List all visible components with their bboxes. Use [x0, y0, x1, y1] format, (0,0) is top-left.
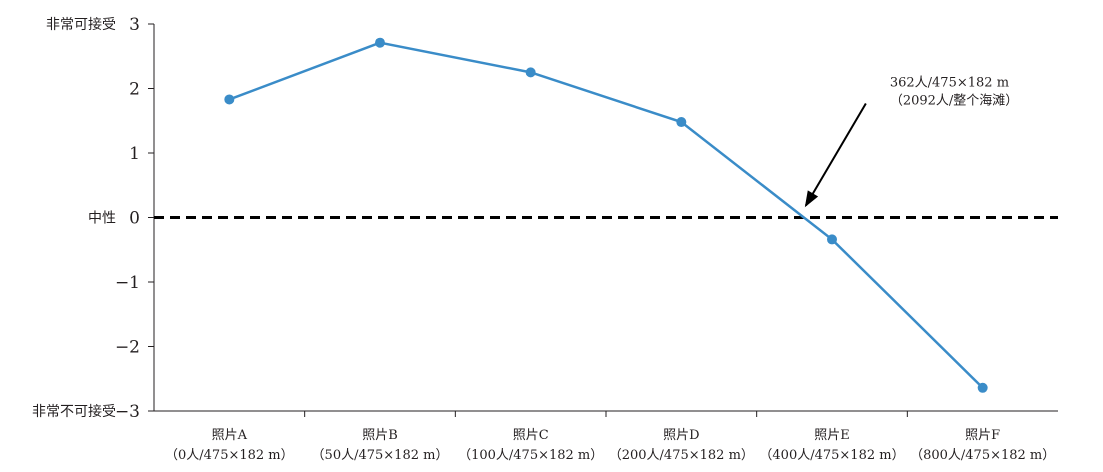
x-axis-ticks: 照片A （0人/475×182 m） 照片B （50人/475×182 m） 照片C （1…	[165, 411, 1055, 463]
y-tick-label: 3	[129, 15, 140, 35]
y-label-very-unacceptable: 非常不可接受	[32, 403, 116, 420]
y-tick-label: 1	[129, 144, 140, 164]
x-category-label: 照片C	[513, 428, 549, 443]
x-category-sublabel: （50人/475×182 m）	[312, 448, 449, 463]
x-category-label: 照片B	[362, 428, 398, 443]
annotation-text-line2: （2092人/整个海滩）	[890, 94, 1018, 109]
x-category-label: 照片D	[663, 428, 699, 443]
y-label-neutral: 中性	[88, 211, 116, 227]
data-points	[224, 37, 988, 393]
series-line	[228, 41, 984, 389]
annotation: 362人/475×182 m （2092人/整个海滩）	[804, 76, 1018, 208]
x-category-label: 照片E	[814, 428, 850, 443]
data-point	[525, 67, 536, 78]
x-category-label: 照片F	[965, 428, 1000, 443]
x-category-sublabel: （800人/475×182 m）	[910, 448, 1055, 463]
y-tick-label: 2	[129, 80, 140, 100]
y-tick-label: 0	[129, 209, 140, 229]
annotation-arrow	[804, 102, 867, 207]
data-point	[977, 382, 988, 393]
x-category-label: 照片A	[212, 428, 248, 443]
y-label-very-acceptable: 非常可接受	[46, 16, 116, 33]
annotation-arrow-head	[804, 190, 819, 208]
data-point	[224, 94, 235, 105]
y-tick-label: −3	[115, 402, 140, 422]
data-point	[676, 117, 687, 128]
annotation-text-line1: 362人/475×182 m	[890, 76, 1009, 91]
x-category-sublabel: （200人/475×182 m）	[609, 448, 754, 463]
y-tick-label: −1	[115, 273, 140, 293]
x-category-sublabel: （0人/475×182 m）	[165, 448, 294, 463]
y-axis-ticks: 3 2 1 0 −1 −2 −3	[115, 15, 154, 422]
x-category-sublabel: （100人/475×182 m）	[458, 448, 603, 463]
data-point	[375, 37, 385, 48]
data-point	[827, 234, 837, 245]
y-tick-label: −2	[115, 338, 140, 358]
x-category-sublabel: （400人/475×182 m）	[759, 448, 904, 463]
